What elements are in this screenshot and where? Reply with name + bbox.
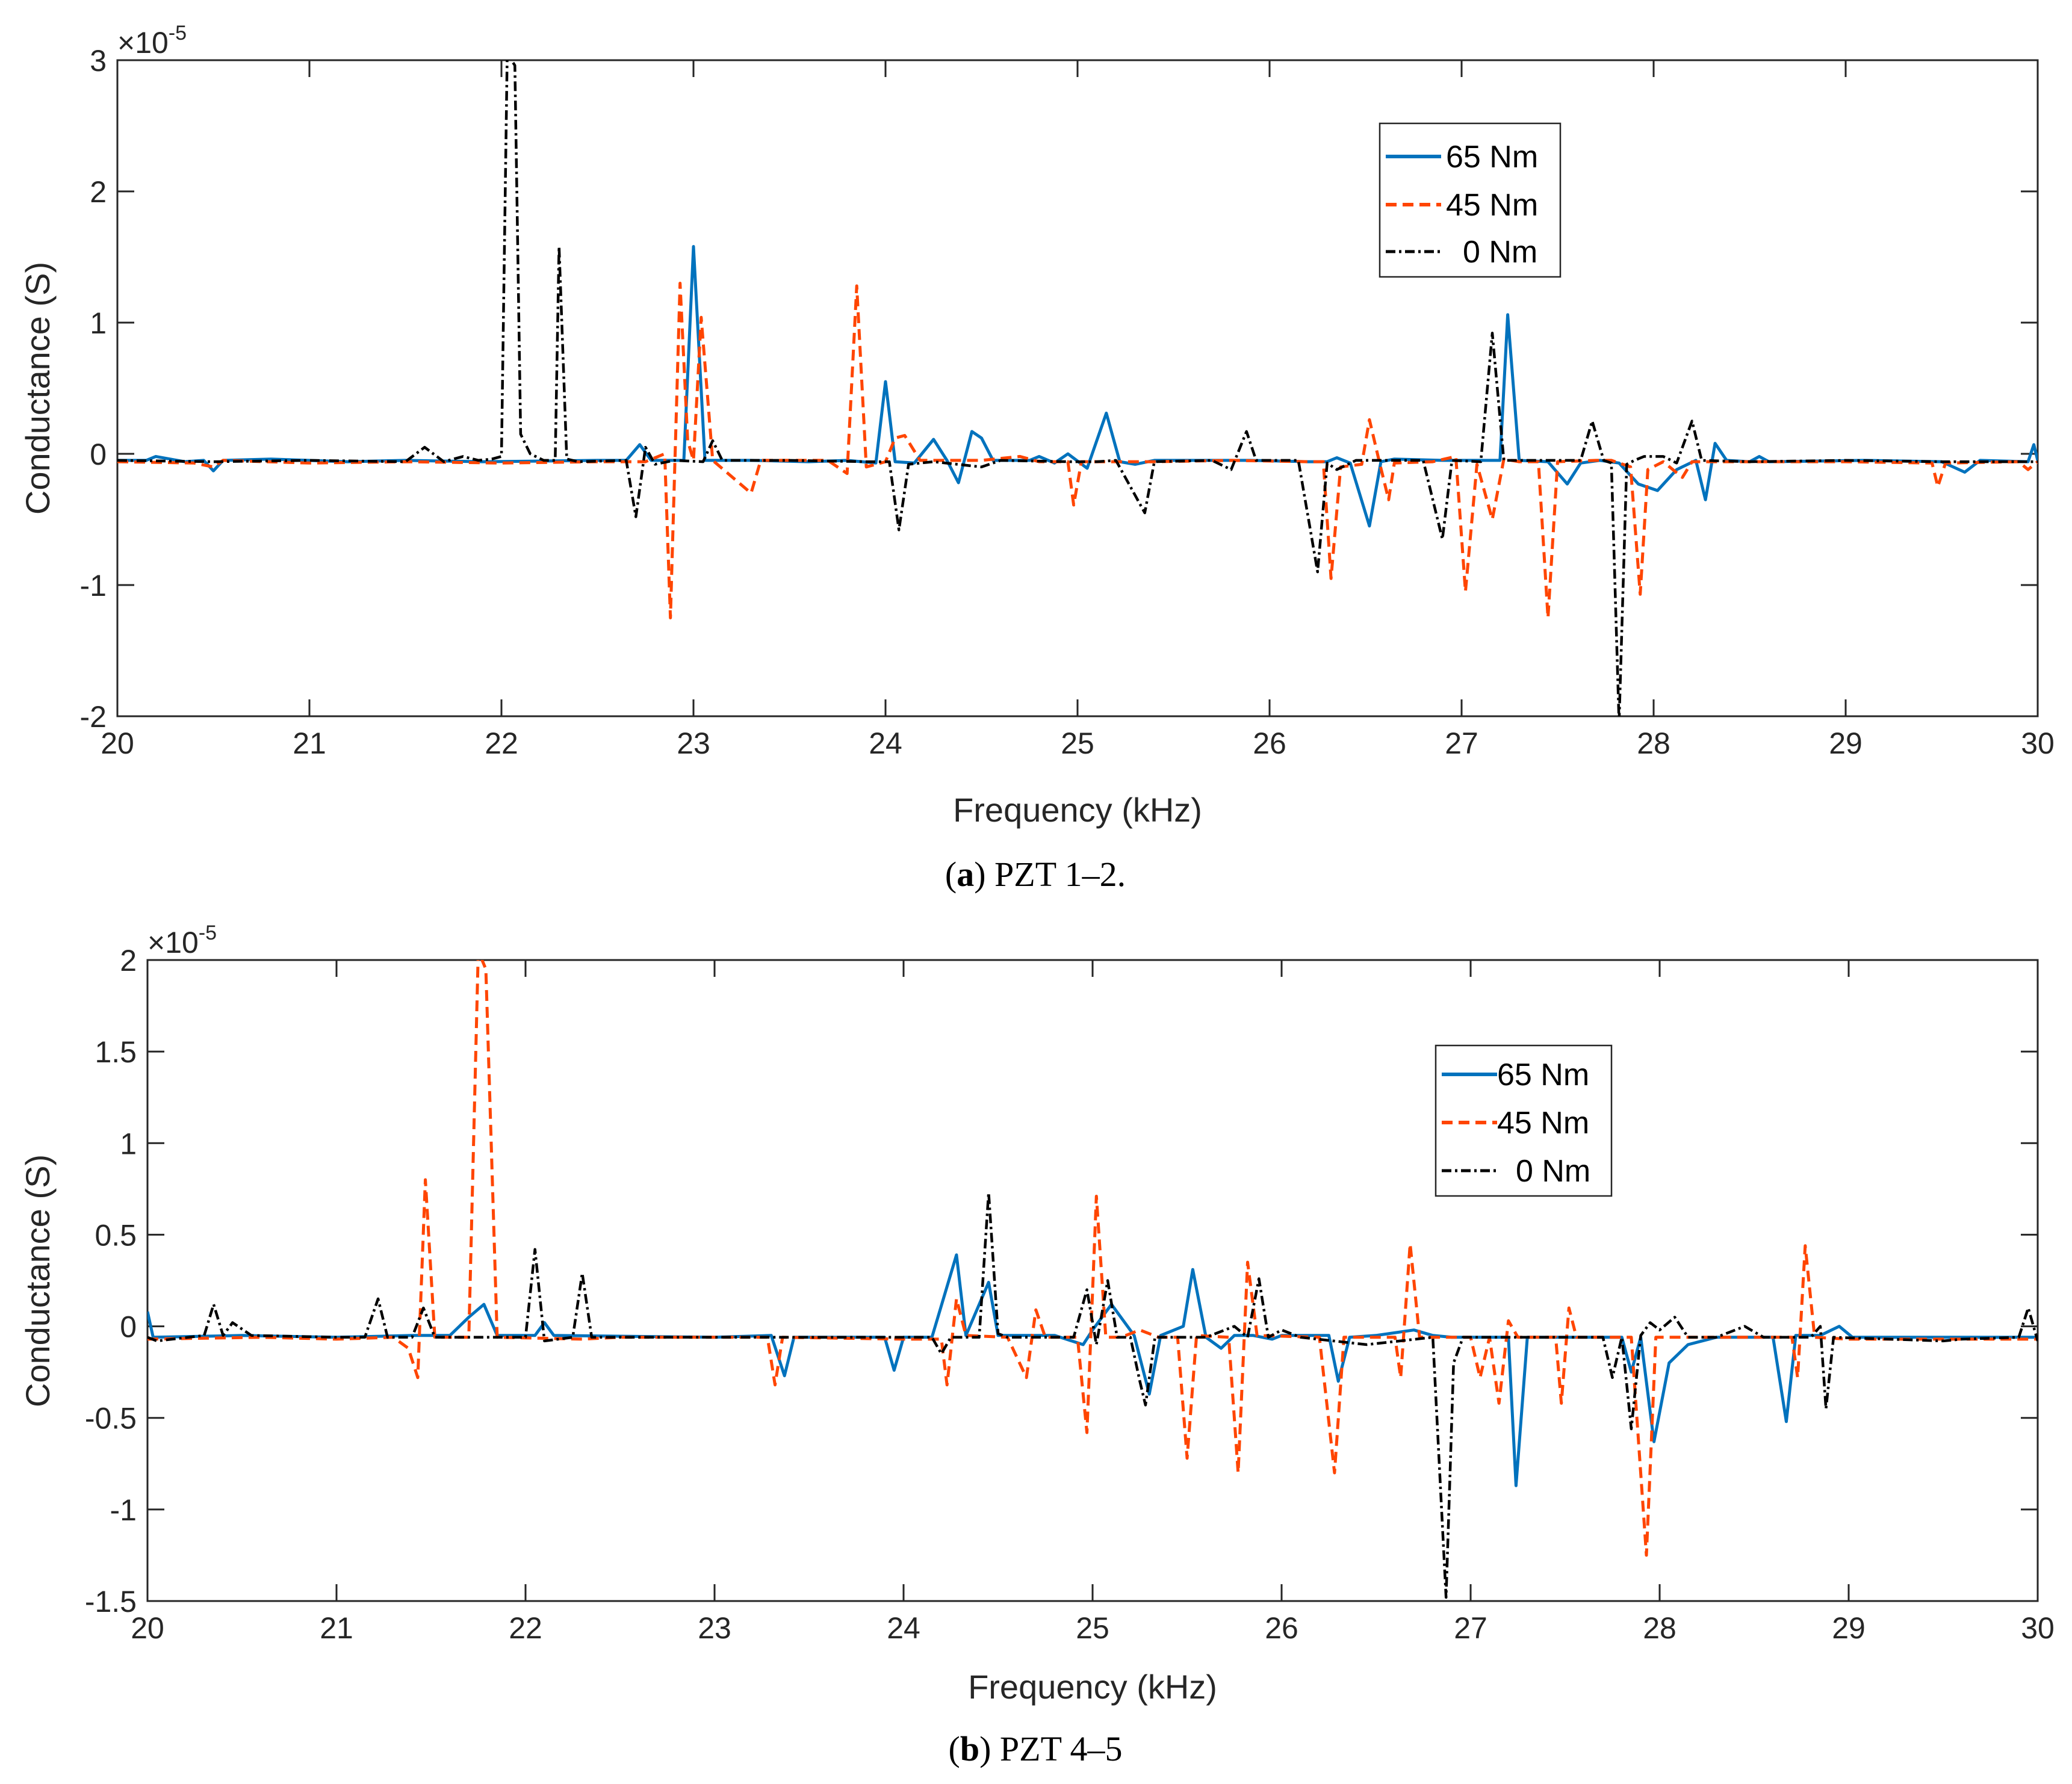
- plot-area-a: [116, 59, 2039, 717]
- ticks-b: 20 21 22 23 24 25 26 27 28 29 30 -1.5 -1 -0.5 0 0.5 1 1.5…: [85, 944, 2055, 1645]
- legend-label-65-b: 65 Nm: [1497, 1058, 1589, 1092]
- y-tick-label-b-3: 0: [120, 1310, 137, 1344]
- x-tick-label-a-1: 21: [293, 726, 326, 760]
- x-tick-label-b-5: 25: [1076, 1611, 1109, 1645]
- x-tick-label-b-2: 22: [509, 1611, 542, 1645]
- legend-label-0-a: 0 Nm: [1463, 235, 1537, 270]
- series-line-a-45-nm: [117, 282, 2038, 619]
- x-tick-label-b-10: 30: [2021, 1611, 2055, 1645]
- legend-label-45-b: 45 Nm: [1497, 1106, 1589, 1141]
- y-axis-label-b: Conductance (S): [19, 1154, 57, 1407]
- x-tick-label-a-10: 30: [2021, 726, 2055, 760]
- series-line-b-45-nm: [147, 960, 2038, 1557]
- x-tick-label-a-0: 20: [101, 726, 134, 760]
- x-tick-label-b-0: 20: [131, 1611, 164, 1645]
- y-tick-label-b-5: 1: [120, 1127, 137, 1160]
- y-tick-label-b-2: -0.5: [85, 1402, 137, 1436]
- x-tick-label-a-3: 23: [677, 726, 710, 760]
- x-tick-label-a-4: 24: [869, 726, 902, 760]
- series-lines-b: [147, 960, 2038, 1599]
- legend-label-65-a: 65 Nm: [1446, 140, 1538, 175]
- legend-a: 65 Nm 45 Nm 0 Nm: [1379, 122, 1562, 278]
- x-tick-label-b-6: 26: [1265, 1611, 1298, 1645]
- x-tick-label-a-9: 29: [1829, 726, 1863, 760]
- x-tick-label-b-4: 24: [887, 1611, 920, 1645]
- x-tick-label-a-2: 22: [485, 726, 518, 760]
- series-line-b-65-nm: [147, 1253, 2038, 1487]
- x-tick-label-a-8: 28: [1637, 726, 1670, 760]
- x-tick-label-b-7: 27: [1454, 1611, 1487, 1645]
- y-tick-label-a-1: -1: [80, 569, 107, 602]
- y-tick-label-b-6: 1.5: [95, 1035, 137, 1069]
- x-tick-label-b-3: 23: [698, 1611, 731, 1645]
- x-tick-label-b-9: 29: [1832, 1611, 1866, 1645]
- legend-label-0-b: 0 Nm: [1516, 1154, 1590, 1189]
- y-tick-label-b-0: -1.5: [85, 1585, 137, 1618]
- x-tick-label-b-1: 21: [320, 1611, 353, 1645]
- legend-b: 65 Nm 45 Nm 0 Nm: [1435, 1044, 1613, 1197]
- series-line-a-0-nm: [117, 60, 2038, 716]
- y-tick-label-b-7: 2: [120, 944, 137, 977]
- x-axis-label-a: Frequency (kHz): [953, 791, 1202, 829]
- x-tick-label-a-7: 27: [1445, 726, 1478, 760]
- y-exponent-a: ×10-5: [117, 22, 187, 60]
- caption-b: (b) PZT 4–5: [949, 1729, 1123, 1768]
- y-tick-label-a-3: 1: [90, 306, 107, 340]
- y-tick-label-a-4: 2: [90, 175, 107, 209]
- chart-b: 20 21 22 23 24 25 26 27 28 29 30 -1.5 -1 -0.5 0 0.5 1 1.5…: [19, 921, 2055, 1768]
- y-exponent-b: ×10-5: [147, 921, 217, 959]
- y-tick-label-b-1: -1: [110, 1493, 137, 1527]
- y-tick-label-a-5: 3: [90, 44, 107, 78]
- y-tick-label-a-2: 0: [90, 438, 107, 471]
- legend-label-45-a: 45 Nm: [1446, 188, 1538, 223]
- series-line-b-0-nm: [147, 1191, 2038, 1599]
- y-tick-label-a-0: -2: [80, 700, 107, 734]
- x-tick-label-a-5: 25: [1061, 726, 1094, 760]
- caption-a: (a) PZT 1–2.: [945, 855, 1126, 894]
- series-lines-a: [117, 60, 2038, 716]
- y-axis-label-a: Conductance (S): [19, 262, 57, 515]
- x-tick-label-b-8: 28: [1643, 1611, 1677, 1645]
- x-axis-label-b: Frequency (kHz): [968, 1668, 1217, 1706]
- y-tick-label-b-4: 0.5: [95, 1218, 137, 1252]
- x-tick-label-a-6: 26: [1253, 726, 1286, 760]
